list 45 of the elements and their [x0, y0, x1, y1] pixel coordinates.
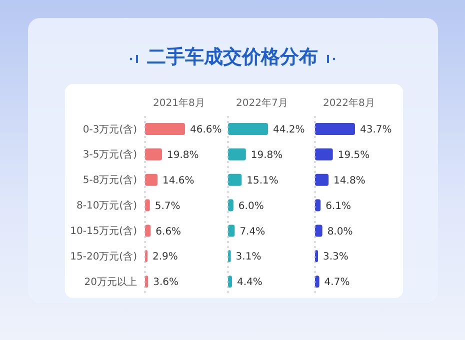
bar [315, 123, 355, 135]
data-label: 6.1% [326, 200, 351, 212]
data-label: 2.9% [152, 252, 178, 263]
data-label: 3.1% [236, 252, 262, 263]
text: 二手车成交价格分布 [147, 46, 318, 68]
chart-subtitle: 2021年8月 [153, 97, 206, 111]
data-label: 4.7% [324, 277, 350, 288]
data-label: 7.4% [240, 226, 266, 238]
data-label: 44.2% [273, 124, 305, 136]
data-label: 19.8% [166, 150, 199, 161]
data-label: 19.5% [338, 150, 370, 161]
chart-subtitle: 2022年8月 [323, 97, 376, 111]
bar [315, 174, 329, 186]
data-label: 4.4% [236, 277, 262, 288]
y-tick-label: 5-8万元(含) [82, 174, 138, 186]
bar [228, 148, 246, 160]
bar [228, 224, 235, 237]
bar [145, 123, 185, 135]
bar [228, 123, 268, 135]
data-label: 6.6% [156, 226, 182, 238]
data-label: 14.6% [162, 175, 194, 186]
data-label: 5.7% [154, 200, 180, 212]
data-label: 3.6% [153, 277, 178, 288]
data-label: 8.0% [327, 226, 353, 238]
bar [145, 148, 162, 160]
data-label: 6.0% [238, 200, 264, 212]
y-tick-label: 20万元以上 [84, 276, 137, 288]
bar [228, 174, 242, 186]
y-tick-label: 0-3万元(含) [82, 123, 138, 136]
data-label: 46.6% [190, 124, 222, 136]
y-tick-label: 10-15万元(含) [70, 224, 138, 237]
y-tick-label: 3-5万元(含) [82, 148, 138, 161]
bar [315, 199, 321, 212]
data-label: 14.8% [334, 175, 366, 186]
y-tick-label: 8-10万元(含) [76, 200, 138, 212]
data-label: 15.1% [246, 175, 278, 186]
chart-subtitle: 2022年7月 [236, 97, 289, 111]
y-tick-label: 15-20万元(含) [70, 250, 138, 262]
bar [145, 174, 158, 186]
data-label: 3.3% [323, 252, 348, 263]
data-label: 43.7% [360, 124, 392, 136]
data-label: 19.8% [250, 150, 283, 161]
bar [315, 224, 322, 237]
bar [315, 148, 333, 160]
bar [145, 224, 151, 237]
